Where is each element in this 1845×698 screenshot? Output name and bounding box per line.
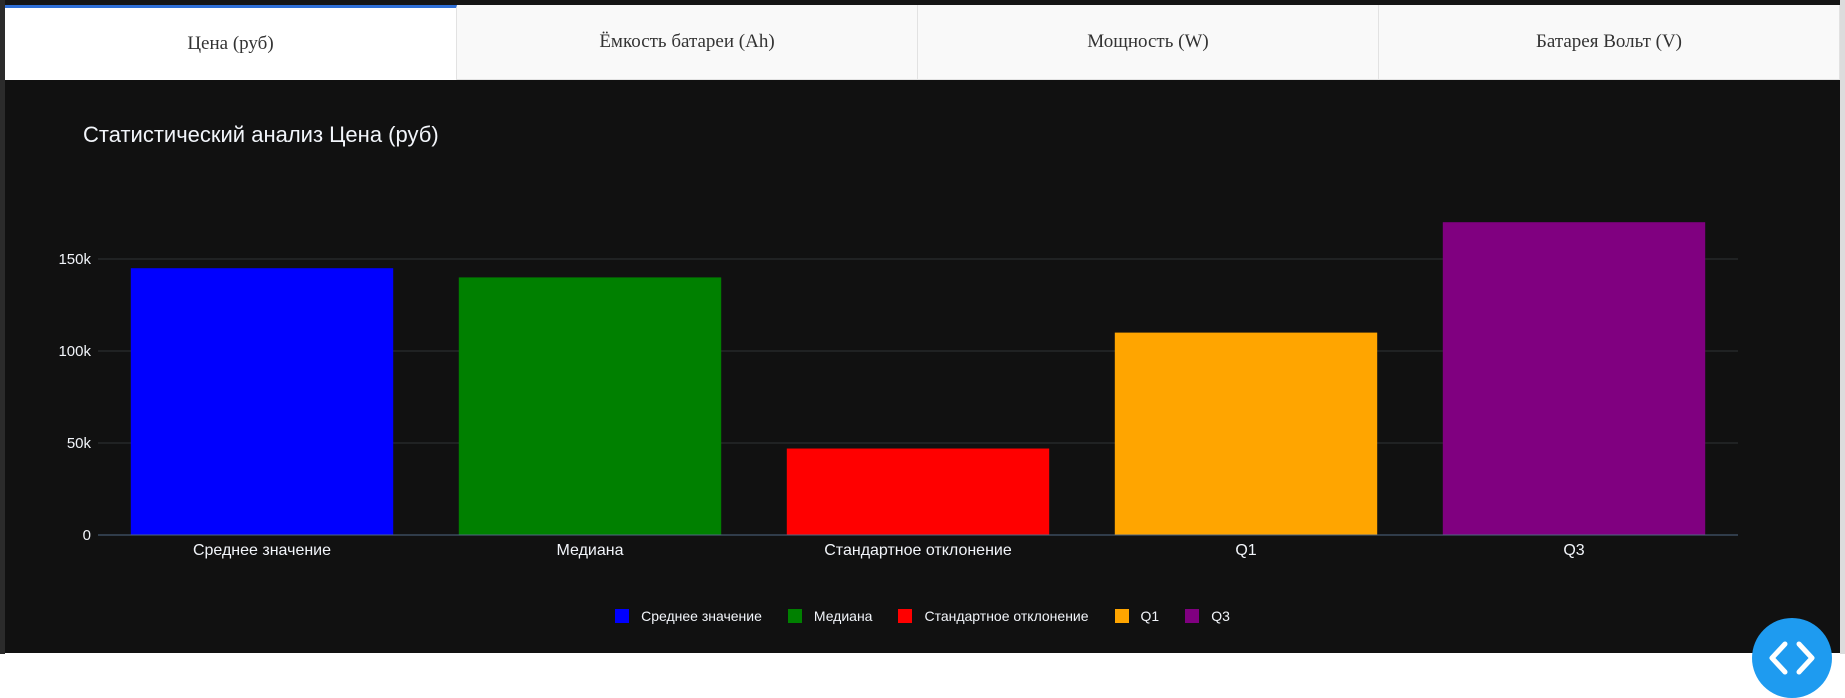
page-scroll-edge <box>1840 0 1845 654</box>
legend-item[interactable]: Q3 <box>1185 608 1230 624</box>
x-tick-label: Среднее значение <box>193 542 331 559</box>
bar[interactable] <box>458 277 722 535</box>
chart-title: Статистический анализ Цена (руб) <box>83 122 439 147</box>
bar[interactable] <box>786 448 1050 535</box>
window-top-border <box>0 0 1845 5</box>
legend-label: Медиана <box>813 608 873 624</box>
code-toggle-button[interactable] <box>1752 618 1832 698</box>
tab-bar: Цена (руб) Ёмкость батареи (Ah) Мощность… <box>5 5 1840 80</box>
legend-item[interactable]: Медиана <box>787 608 873 624</box>
bar[interactable] <box>130 268 394 535</box>
tab-power[interactable]: Мощность (W) <box>918 5 1379 79</box>
legend-item[interactable]: Среднее значение <box>615 608 762 624</box>
legend-swatch <box>1185 609 1200 623</box>
legend-swatch <box>615 609 630 623</box>
legend-item[interactable]: Q1 <box>1114 608 1160 624</box>
x-tick-label: Q3 <box>1563 542 1584 559</box>
chart-legend: Среднее значение Медиана Стандартное откло… <box>5 608 1840 624</box>
y-tick-label: 50k <box>67 435 92 452</box>
y-tick-label: 150k <box>58 251 91 268</box>
x-tick-label: Медиана <box>557 542 624 559</box>
legend-swatch <box>1114 609 1129 623</box>
legend-label: Q1 <box>1140 608 1160 624</box>
tab-price-label: Цена (руб) <box>187 33 274 54</box>
bar[interactable] <box>1442 222 1706 535</box>
bar[interactable] <box>1114 332 1378 535</box>
legend-swatch <box>898 609 913 623</box>
tab-battery-capacity[interactable]: Ёмкость батареи (Ah) <box>457 5 918 79</box>
tab-battery-capacity-label: Ёмкость батареи (Ah) <box>599 31 775 52</box>
x-tick-label: Q1 <box>1235 542 1256 559</box>
tab-battery-voltage-label: Батарея Вольт (V) <box>1535 31 1683 52</box>
tab-power-label: Мощность (W) <box>1087 31 1209 52</box>
legend-swatch <box>787 609 802 623</box>
chart-panel: Статистический анализ Цена (руб) 0 50k 100… <box>5 80 1840 698</box>
y-tick-label: 100k <box>58 343 91 360</box>
window-left-border <box>0 0 5 654</box>
tab-price[interactable]: Цена (руб) <box>5 5 457 80</box>
y-tick-label: 0 <box>83 527 91 544</box>
legend-label: Стандартное отклонение <box>924 608 1089 624</box>
legend-label: Q3 <box>1211 608 1230 624</box>
legend-item[interactable]: Стандартное отклонение <box>898 608 1089 624</box>
code-brackets-icon <box>1769 641 1815 675</box>
bar-chart: 0 50k 100k 150k Среднее значение Медиана Станд… <box>58 222 1738 559</box>
legend-label: Среднее значение <box>641 608 762 624</box>
tab-battery-voltage[interactable]: Батарея Вольт (V) <box>1379 5 1840 79</box>
x-tick-label: Стандартное отклонение <box>824 542 1012 559</box>
